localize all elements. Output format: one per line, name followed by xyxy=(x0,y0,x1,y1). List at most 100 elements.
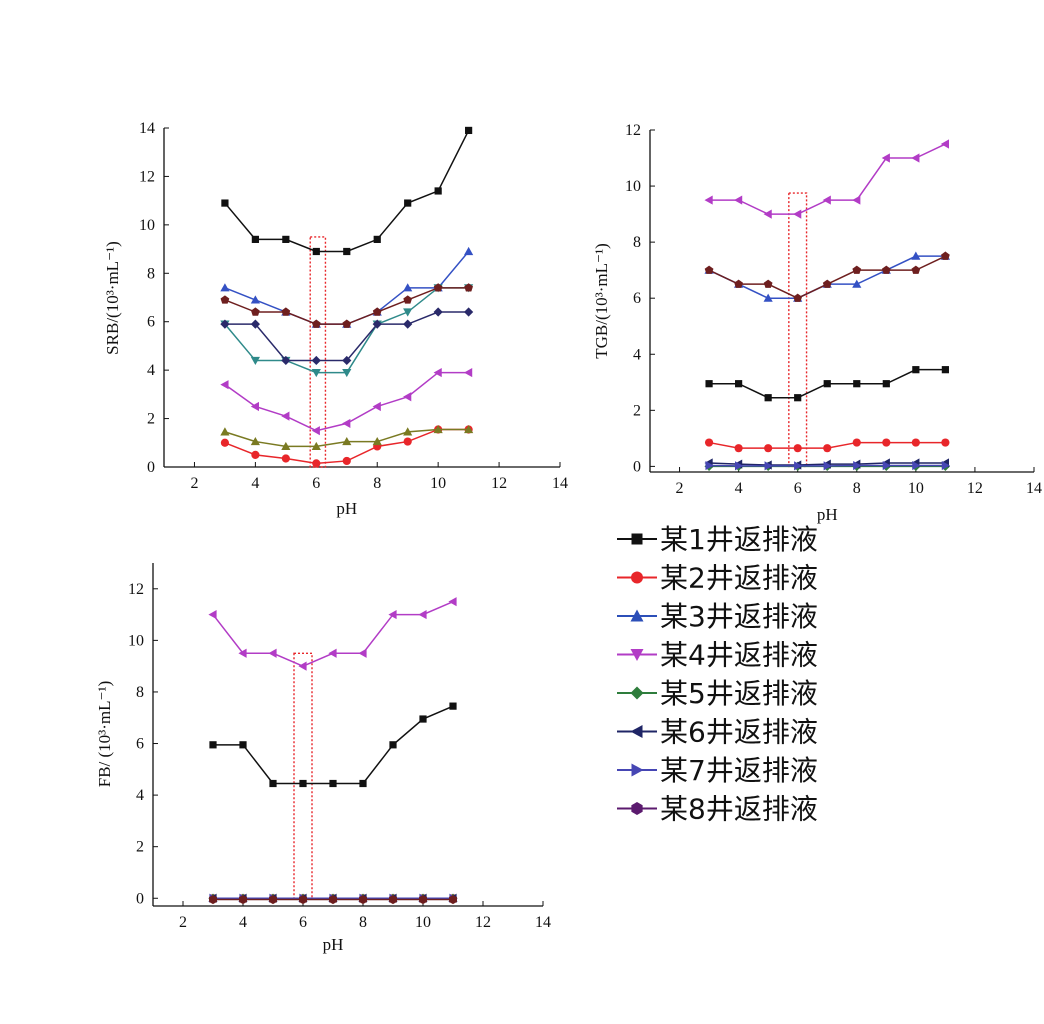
data-point xyxy=(403,392,412,402)
data-point xyxy=(329,894,337,905)
data-point xyxy=(852,195,861,205)
data-point xyxy=(705,460,714,471)
data-point xyxy=(941,251,950,260)
x-tick-label: 10 xyxy=(430,475,446,492)
legend-marker xyxy=(631,533,643,545)
data-point xyxy=(209,741,217,749)
series-7 xyxy=(220,367,473,436)
data-point xyxy=(912,460,921,471)
series-6 xyxy=(220,307,474,366)
data-point xyxy=(734,279,743,288)
data-point xyxy=(433,424,443,434)
data-point xyxy=(208,609,217,620)
data-point xyxy=(209,894,217,905)
data-point xyxy=(403,283,413,292)
data-point xyxy=(343,247,351,256)
x-tick-label: 8 xyxy=(853,480,861,497)
data-point xyxy=(342,355,352,366)
data-point xyxy=(763,209,772,219)
y-tick-label: 4 xyxy=(633,346,641,363)
legend-item: 某7井返排液 xyxy=(617,754,818,787)
data-point xyxy=(220,380,229,390)
y-tick-label: 2 xyxy=(147,411,155,428)
data-point xyxy=(250,401,259,412)
y-tick-label: 6 xyxy=(633,290,641,307)
legend-marker xyxy=(630,609,644,622)
data-point xyxy=(704,195,713,205)
series-1 xyxy=(209,702,457,788)
optimal-ph-highlight xyxy=(293,652,313,899)
series-5 xyxy=(220,424,474,451)
data-point xyxy=(764,461,773,471)
legend-marker xyxy=(630,725,643,738)
data-point xyxy=(764,444,773,453)
data-point xyxy=(911,251,921,260)
legend-label: 某4井返排液 xyxy=(660,639,818,672)
y-tick-label: 0 xyxy=(633,458,641,475)
data-point xyxy=(793,209,802,219)
optimal-ph-highlight xyxy=(788,192,808,468)
data-point xyxy=(764,394,772,402)
data-point xyxy=(403,427,413,436)
x-tick-label: 2 xyxy=(190,475,198,492)
data-point xyxy=(882,438,891,447)
data-point xyxy=(311,319,321,328)
data-point xyxy=(449,702,457,710)
data-point xyxy=(299,894,307,905)
data-point xyxy=(342,456,351,466)
legend-label: 某5井返排液 xyxy=(660,677,818,710)
series-7 xyxy=(705,460,950,471)
legend-label: 某3井返排液 xyxy=(660,600,818,633)
data-point xyxy=(464,424,474,434)
data-point xyxy=(404,199,412,207)
data-point xyxy=(418,609,427,620)
data-point xyxy=(251,307,260,316)
data-point xyxy=(735,380,743,388)
series-8 xyxy=(704,251,950,302)
data-point xyxy=(852,438,861,447)
data-point xyxy=(433,283,443,292)
y-tick-label: 12 xyxy=(625,122,641,139)
data-point xyxy=(794,461,803,471)
data-point xyxy=(419,715,427,723)
data-point xyxy=(372,401,381,412)
data-point xyxy=(311,441,321,451)
data-point xyxy=(220,438,230,447)
data-point xyxy=(912,366,920,374)
series-line xyxy=(224,311,469,362)
series-8 xyxy=(220,283,473,328)
legend-item: 某8井返排液 xyxy=(617,793,818,826)
series-line xyxy=(708,255,946,300)
data-point xyxy=(389,741,397,749)
data-point xyxy=(221,199,229,207)
data-point xyxy=(882,460,891,471)
data-point xyxy=(403,319,413,329)
data-point xyxy=(281,454,290,463)
data-point xyxy=(312,247,320,256)
data-point xyxy=(419,894,427,905)
data-point xyxy=(940,139,949,149)
legend-label: 某2井返排液 xyxy=(660,562,818,595)
data-point xyxy=(853,460,862,471)
data-point xyxy=(941,366,949,374)
x-tick-label: 14 xyxy=(535,914,551,931)
y-axis-label: TGB/(10³·mL⁻¹) xyxy=(592,243,611,358)
x-tick-label: 4 xyxy=(735,480,743,497)
x-tick-label: 14 xyxy=(1026,480,1042,497)
data-point xyxy=(329,779,337,788)
data-point xyxy=(298,661,307,671)
data-point xyxy=(852,279,862,288)
data-point xyxy=(823,444,832,453)
x-axis-label: pH xyxy=(336,499,357,518)
data-point xyxy=(281,411,290,421)
data-point xyxy=(464,283,473,292)
data-point xyxy=(941,460,950,471)
data-point xyxy=(250,436,260,446)
data-point xyxy=(250,319,260,329)
data-point xyxy=(358,648,367,658)
data-point xyxy=(705,380,713,388)
data-point xyxy=(220,319,230,329)
data-point xyxy=(881,153,890,163)
tgb-chart: 2 4 6 8 10 12 14 0 2 4 6 8 10 12 pH TGB/(10³·mL⁻¹) xyxy=(592,122,1042,524)
